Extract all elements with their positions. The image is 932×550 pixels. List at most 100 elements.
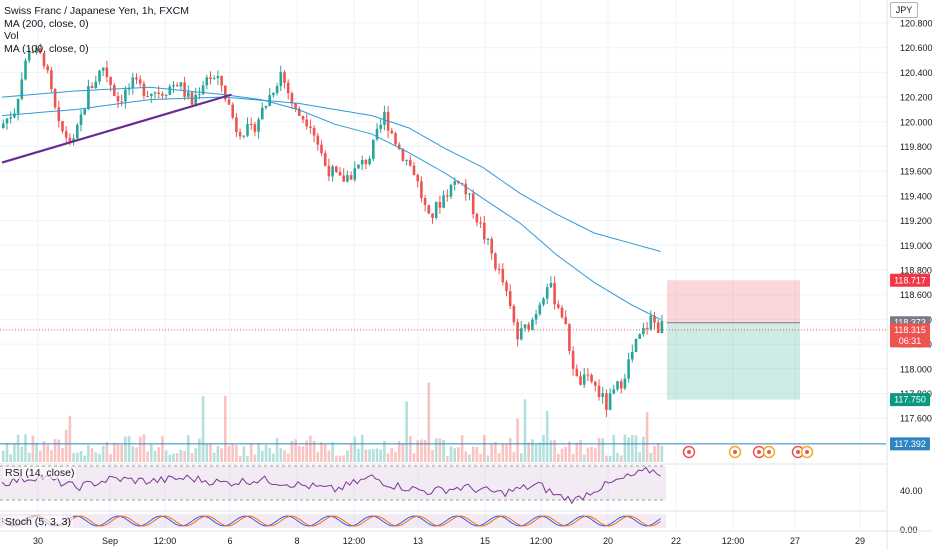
volume-bar: [575, 442, 579, 462]
volume-bar: [294, 439, 297, 462]
time-axis[interactable]: 30 Sep 12:00 6 8 12:00 13 15 12:00 20 22 12:00 27 29: [0, 530, 932, 546]
volume-bar: [579, 439, 582, 462]
candle-body: [586, 374, 590, 376]
candle-body: [272, 93, 275, 96]
candle-body: [68, 137, 72, 143]
volume-bar: [20, 446, 24, 462]
candle-body: [172, 85, 175, 87]
event-markers[interactable]: [682, 445, 814, 459]
volume-bar: [275, 438, 279, 462]
currency-button[interactable]: JPY: [890, 2, 918, 18]
candle-body: [549, 282, 553, 288]
volume-bar: [175, 453, 179, 462]
volume-bar: [331, 442, 334, 462]
volume-bar: [201, 396, 205, 462]
ma100-legend[interactable]: MA (100, close, 0): [4, 42, 89, 55]
candle-body: [201, 85, 205, 95]
volume-bar: [127, 435, 131, 462]
rsi-label[interactable]: RSI (14, close): [3, 467, 77, 479]
volume-bar: [179, 449, 183, 462]
candle-body: [379, 124, 382, 129]
volume-bar: [231, 444, 234, 462]
candle-body: [508, 291, 512, 307]
reward-zone: [667, 322, 800, 400]
volume-bar: [390, 448, 394, 462]
price-tick-label: 119.200: [900, 216, 932, 226]
volume-bar: [53, 439, 57, 462]
volume-bar: [279, 448, 283, 462]
volume-bar: [564, 446, 567, 462]
stoch-label[interactable]: Stoch (5, 3, 3): [3, 516, 73, 528]
volume-bar: [283, 450, 286, 462]
candle-body: [594, 381, 597, 386]
volume-bar: [512, 452, 516, 462]
trendline[interactable]: [1, 93, 232, 164]
price-tick-label: 118.800: [900, 266, 932, 276]
volume-bar: [582, 454, 586, 462]
price-tick-label: 119.000: [900, 241, 932, 251]
candle-body: [79, 114, 83, 125]
candle-body: [534, 313, 538, 320]
volume-bar: [42, 441, 46, 462]
candle-body: [20, 79, 24, 99]
volume-bar: [490, 443, 493, 462]
volume-bar: [638, 452, 641, 462]
candle-body: [601, 393, 604, 398]
volume-bar: [261, 450, 264, 462]
candle-body: [305, 119, 308, 127]
candle-body: [64, 131, 68, 138]
volume-bar: [560, 448, 564, 462]
price-tick-label: 120.600: [900, 43, 932, 53]
candle-body: [342, 175, 345, 182]
event-marker-dot: [796, 450, 800, 454]
volume-bar: [342, 455, 345, 462]
volume-bar: [109, 454, 112, 462]
volume-bar: [468, 454, 471, 462]
symbol-title[interactable]: Swiss Franc / Japanese Yen, 1h, FXCM: [4, 5, 190, 17]
volume-bar: [50, 450, 53, 462]
candle-body: [638, 334, 641, 339]
candle-body: [142, 83, 146, 97]
candle-body: [434, 202, 438, 218]
stoch-pane: [0, 510, 886, 528]
candle-body: [246, 123, 249, 136]
candle-body: [501, 269, 505, 283]
volume-bar: [316, 452, 320, 462]
volume-bar: [298, 446, 301, 462]
candle-body: [335, 166, 338, 173]
volume-bar: [538, 442, 542, 462]
risk-reward-tool[interactable]: [667, 280, 800, 400]
volume-bar: [338, 455, 342, 462]
volume-bar: [434, 438, 438, 462]
candle-body: [597, 385, 601, 398]
volume-bar: [397, 440, 401, 462]
time-tick-label: 12:00: [154, 536, 177, 546]
volume-bar: [5, 443, 9, 462]
volume-bar: [394, 452, 397, 462]
stoch-axis-label: 0.00: [900, 525, 918, 535]
volume-bar: [601, 438, 604, 462]
volume-bar: [516, 418, 519, 462]
candle-body: [31, 51, 35, 53]
volume-bar: [438, 438, 442, 462]
target-badge-bg: [890, 393, 930, 407]
candle-body: [283, 72, 286, 83]
volume-bar: [209, 444, 212, 462]
time-tick-label: 15: [480, 536, 490, 546]
candle-body: [479, 222, 482, 224]
time-tick-label: 13: [413, 536, 423, 546]
risk-zone: [667, 280, 800, 323]
volume-bar: [631, 435, 634, 462]
candle-body: [649, 315, 653, 330]
ma200-legend[interactable]: MA (200, close, 0): [4, 17, 89, 30]
candle-body: [357, 164, 360, 169]
volume-bar: [253, 454, 257, 462]
event-marker-dot: [767, 450, 771, 454]
candle-body: [90, 86, 94, 89]
volume-bar: [135, 447, 138, 462]
candle-body: [494, 253, 497, 269]
volume-bar: [605, 455, 608, 462]
candle-body: [427, 204, 431, 214]
vol-legend[interactable]: Vol: [4, 30, 19, 42]
